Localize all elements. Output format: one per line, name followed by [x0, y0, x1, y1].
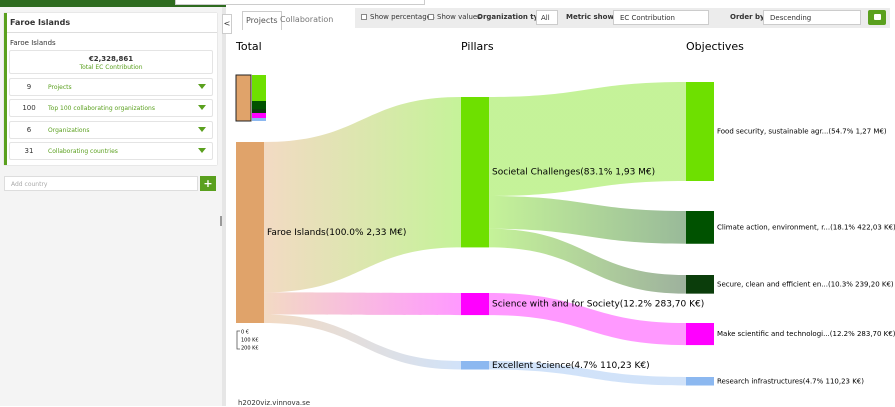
- total-box: €2,328,861 Total EC Contribution: [9, 50, 213, 74]
- order-select[interactable]: Descending: [763, 10, 861, 25]
- stat-label: Collaborating countries: [48, 147, 118, 155]
- checkbox[interactable]: [428, 14, 434, 20]
- stat-row[interactable]: 31 Collaborating countries: [9, 141, 213, 160]
- sankey-link: [489, 196, 686, 244]
- legend-label: 200 K€: [241, 346, 259, 352]
- node-label: Science with and for Society(12.2% 283,7…: [492, 300, 704, 310]
- sankey-node: [686, 82, 714, 182]
- collapse-button[interactable]: <: [222, 14, 232, 34]
- legend-label: 0 €: [241, 330, 249, 336]
- dropdown-arrow[interactable]: [198, 84, 206, 89]
- stat-label: Projects: [48, 84, 72, 91]
- order-label: Order by:: [730, 13, 768, 21]
- sankey-node: [686, 323, 714, 346]
- sankey-group: Total Pillars Objectives Faroe Islands(100.…: [235, 40, 895, 386]
- checkbox-label: Show values: [437, 13, 481, 21]
- tab-projects[interactable]: Projects: [242, 11, 282, 30]
- sankey-link: [489, 293, 686, 346]
- sankey-link: [264, 314, 461, 370]
- total-value: €2,328,861: [88, 55, 134, 63]
- checkbox[interactable]: [361, 14, 367, 20]
- card-title: Faroe Islands: [10, 18, 71, 27]
- sankey-link: [489, 228, 686, 294]
- org-type-label: Organization type:: [477, 13, 551, 21]
- legend-label: 100 K€: [241, 338, 259, 344]
- stat-value: 100: [22, 104, 36, 113]
- sankey-node: [686, 275, 714, 294]
- node-label: Societal Challenges(83.1% 1,93 M€): [492, 168, 655, 178]
- sankey-link: [264, 292, 461, 316]
- sankey-node: [686, 377, 714, 386]
- sankey-node: [461, 97, 489, 248]
- sankey-link: [264, 97, 461, 293]
- column-header: Total: [235, 40, 262, 53]
- stat-value: 6: [26, 125, 32, 134]
- app-header: [0, 0, 226, 7]
- footer: h2020viz.vinnova.se: [238, 399, 311, 407]
- divider: [7, 32, 217, 33]
- tab-collaboration[interactable]: Collaboration: [280, 15, 334, 24]
- stat-value: 31: [24, 146, 34, 155]
- node-label: Secure, clean and efficient en...(10.3% …: [717, 280, 894, 288]
- stat-value: 9: [26, 83, 32, 91]
- sankey-node: [461, 361, 489, 370]
- thumbnail-part: [252, 118, 266, 121]
- org-type-select[interactable]: All: [536, 10, 558, 25]
- sankey-node: [236, 142, 264, 323]
- node-label: Research infrastructures(4.7% 110,23 K€): [717, 377, 864, 385]
- total-label: Total EC Contribution: [79, 64, 143, 71]
- thumbnail-part: [252, 75, 266, 101]
- stat-label: Top 100 collaborating organizations: [48, 105, 155, 113]
- sankey-link: [489, 361, 686, 386]
- stat-row[interactable]: 100 Top 100 collaborating organizations: [9, 99, 213, 118]
- stat-row[interactable]: 9 Projects: [9, 78, 213, 96]
- dropdown-arrow[interactable]: [198, 147, 206, 153]
- divider-bar: [222, 7, 226, 406]
- card-subtitle: Faroe Islands: [10, 39, 56, 47]
- thumbnail-part: [252, 101, 266, 109]
- country-card: [4, 13, 217, 165]
- node-label: Faroe Islands(100.0% 2,33 M€): [267, 228, 406, 238]
- add-country-input[interactable]: Add country: [4, 176, 198, 191]
- metric-label: Metric shown:: [566, 13, 622, 21]
- node-label: Food security, sustainable agr...(54.7% …: [717, 128, 887, 136]
- stat-row[interactable]: 6 Organizations: [9, 120, 213, 139]
- column-header: Objectives: [686, 40, 744, 53]
- sankey-node: [686, 211, 714, 244]
- thumbnail-part: [252, 109, 266, 113]
- dropdown-arrow[interactable]: [198, 126, 206, 132]
- splitter[interactable]: [220, 216, 222, 226]
- dropdown-arrow[interactable]: [198, 105, 206, 111]
- column-header: Pillars: [461, 40, 494, 53]
- sankey-node: [461, 293, 489, 316]
- add-button[interactable]: +: [200, 176, 216, 191]
- thumbnail-part: [252, 113, 266, 118]
- node-label: Climate action, environment, r...(18.1% …: [717, 223, 895, 231]
- export-button[interactable]: [868, 10, 886, 25]
- sankey-chart: Total Pillars Objectives Faroe Islands(100.…: [235, 40, 895, 386]
- sankey-link: [489, 82, 686, 197]
- checkbox-label: Show percentages: [370, 13, 435, 21]
- metric-select[interactable]: EC Contribution: [613, 10, 709, 25]
- stat-label: Organizations: [48, 126, 90, 134]
- search-box[interactable]: [175, 0, 425, 5]
- node-label: Excellent Science(4.7% 110,23 K€): [492, 361, 650, 371]
- legend-scale: [236, 330, 240, 350]
- thumbnail: [235, 74, 252, 122]
- node-label: Make scientific and technologi...(12.2% …: [717, 330, 895, 338]
